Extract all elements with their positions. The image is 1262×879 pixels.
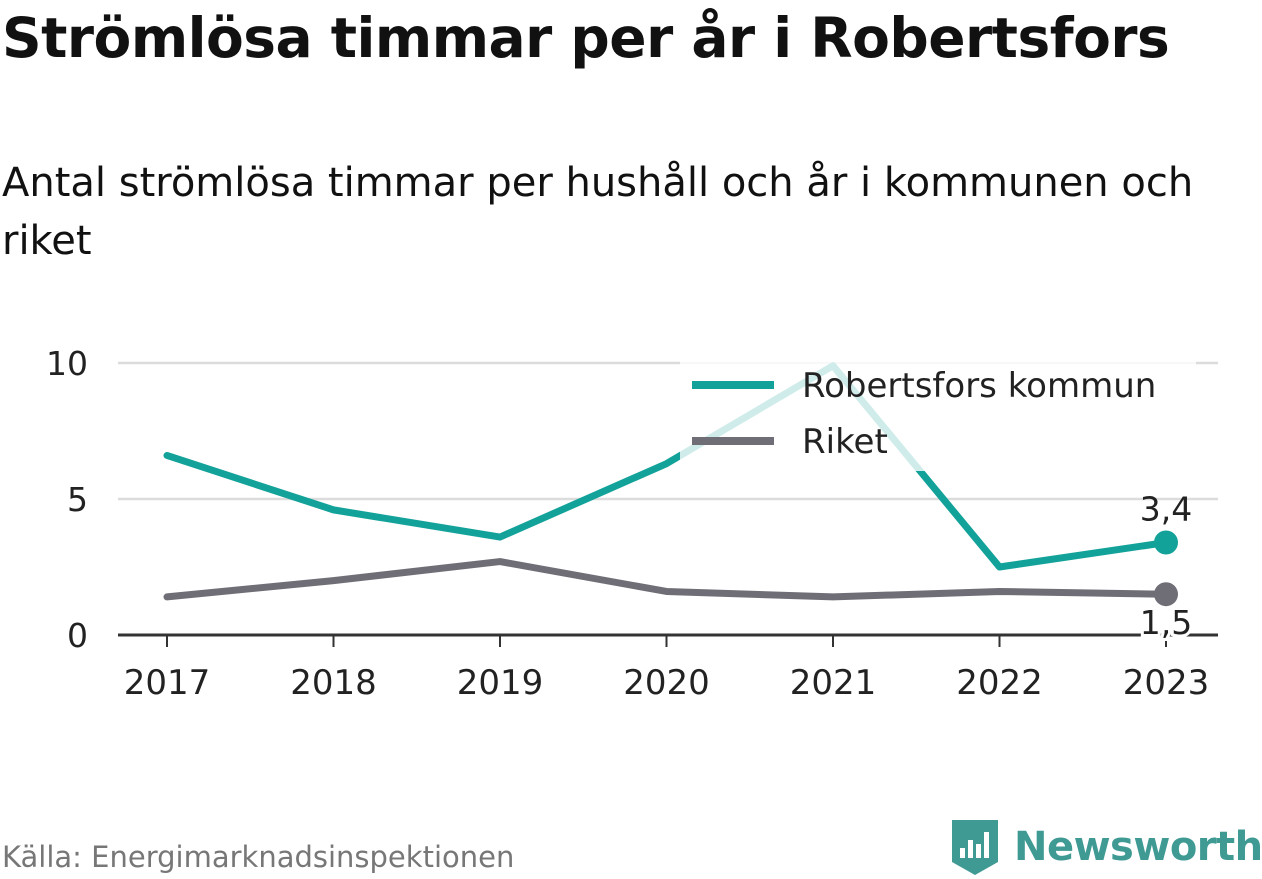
- x-tick-label-2019: 2019: [457, 663, 544, 703]
- end-marker-riket: [1154, 582, 1178, 607]
- legend-background: [680, 355, 1196, 471]
- chart-title: Strömlösa timmar per år i Robertsfors: [2, 6, 1170, 70]
- end-value-label-riket: 1,5: [1140, 603, 1192, 642]
- end-marker-robertsfors-kommun: [1154, 530, 1178, 555]
- series-line-robertsfors-kommun: [163, 362, 1170, 571]
- legend-label-riket: Riket: [802, 422, 888, 462]
- series-line-riket: [163, 558, 1170, 601]
- x-tick-label-2017: 2017: [124, 663, 211, 703]
- x-tick-label-2023: 2023: [1123, 663, 1210, 703]
- x-tick-label-2021: 2021: [790, 663, 877, 703]
- x-tick-label-2022: 2022: [956, 663, 1043, 703]
- end-value-label-robertsfors-kommun: 3,4: [1140, 490, 1192, 529]
- y-tick-label-10: 10: [46, 344, 88, 383]
- legend-label-robertsfors-kommun: Robertsfors kommun: [802, 366, 1156, 406]
- x-tick-label-2020: 2020: [623, 663, 710, 703]
- x-tick-label-2018: 2018: [290, 663, 377, 703]
- source-note: Källa: Energimarknadsinspektionen: [2, 840, 515, 874]
- y-tick-label-0: 0: [67, 616, 88, 655]
- brand-name: Newsworthy: [1014, 824, 1262, 870]
- y-tick-label-5: 5: [67, 480, 88, 519]
- newsworthy-logo-icon: [952, 820, 998, 875]
- chart-subtitle: Antal strömlösa timmar per hushåll och å…: [2, 160, 1194, 264]
- brand-logo: Newsworthy: [950, 818, 1262, 876]
